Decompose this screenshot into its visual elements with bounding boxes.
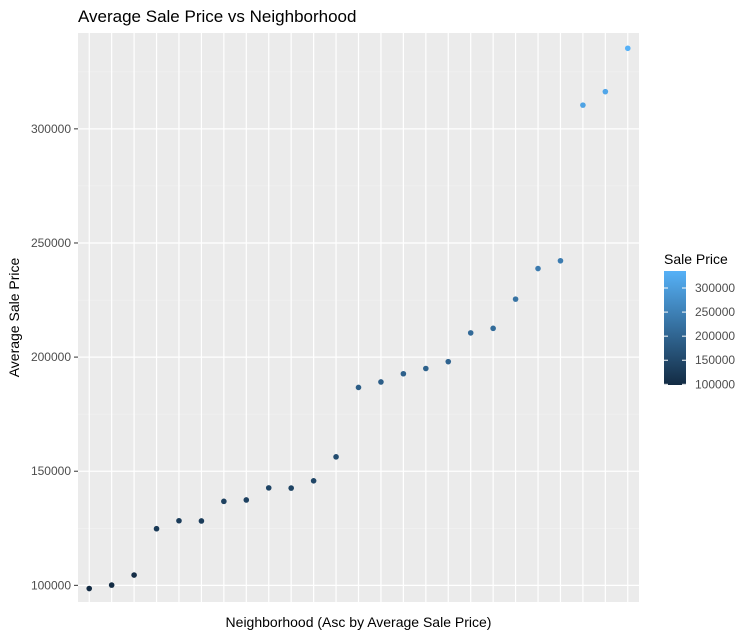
chart-title: Average Sale Price vs Neighborhood [78, 7, 356, 26]
data-point [108, 582, 115, 588]
y-tick-label: 150000 [31, 464, 71, 478]
data-points [86, 45, 631, 592]
data-point [153, 525, 160, 532]
legend-tick-label: 200000 [695, 329, 735, 343]
data-point [400, 370, 407, 377]
data-point [512, 296, 519, 302]
x-axis-title: Neighborhood (Asc by Average Sale Price) [226, 614, 492, 630]
data-point [221, 498, 227, 505]
data-point [557, 257, 564, 264]
data-point [467, 330, 474, 336]
data-point [243, 497, 250, 503]
data-point [176, 517, 182, 524]
y-tick-label: 300000 [31, 122, 71, 136]
legend-tick-label: 300000 [695, 281, 735, 295]
y-axis-ticks: 100000 150000 200000 250000 300000 [31, 122, 78, 592]
data-point [580, 102, 586, 108]
data-point [265, 485, 272, 491]
y-tick-label: 100000 [31, 578, 71, 592]
data-point [86, 585, 93, 592]
legend-title: Sale Price [664, 251, 728, 267]
legend-tick-label: 150000 [695, 353, 735, 367]
data-point [490, 325, 496, 332]
y-axis-title: Average Sale Price [6, 257, 22, 377]
data-point [333, 454, 339, 460]
data-point [355, 384, 362, 391]
data-point [624, 45, 631, 52]
y-tick-label: 200000 [31, 350, 71, 364]
legend-ticks: 100000 150000 200000 250000 300000 [664, 281, 735, 391]
color-legend: Sale Price 100000 150000 200000 250000 30000… [664, 251, 735, 391]
grid-lines [78, 33, 639, 602]
y-tick-label: 250000 [31, 236, 71, 250]
data-point [198, 518, 205, 524]
data-point [535, 265, 541, 272]
data-point [288, 485, 294, 491]
legend-tick-label: 100000 [695, 377, 735, 391]
data-point [131, 572, 137, 578]
data-point [310, 478, 317, 484]
data-point [445, 358, 452, 365]
data-point [378, 379, 384, 385]
legend-tick-label: 250000 [695, 305, 735, 319]
data-point [423, 365, 429, 372]
legend-color-bar [664, 271, 686, 385]
data-point [602, 88, 609, 95]
